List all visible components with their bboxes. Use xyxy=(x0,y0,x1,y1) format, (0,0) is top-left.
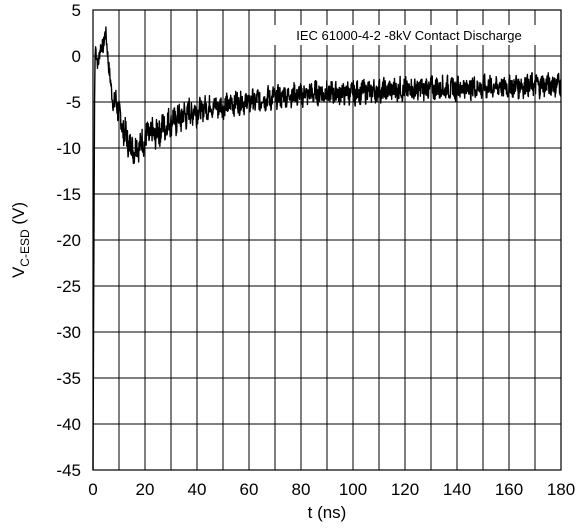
y-tick-label: 5 xyxy=(72,1,81,20)
y-axis-label-unit: (V) xyxy=(9,202,28,229)
x-axis-label: t (ns) xyxy=(308,503,347,522)
x-tick-label: 60 xyxy=(240,480,259,499)
y-tick-label: -5 xyxy=(66,93,81,112)
y-tick-label: -25 xyxy=(56,277,81,296)
x-tick-label: 40 xyxy=(188,480,207,499)
y-axis-label-subscript: C-ESD xyxy=(18,229,32,267)
y-axis-label: VC-ESD (V) xyxy=(9,202,32,278)
x-tick-label: 100 xyxy=(339,480,367,499)
y-tick-label: -45 xyxy=(56,461,81,480)
y-tick-label: 0 xyxy=(72,47,81,66)
y-tick-label: -35 xyxy=(56,369,81,388)
x-tick-label: 20 xyxy=(136,480,155,499)
y-tick-label: -30 xyxy=(56,323,81,342)
series-line xyxy=(92,26,562,471)
x-tick-label: 0 xyxy=(88,480,97,499)
y-tick-label: -10 xyxy=(56,139,81,158)
annotation-text: IEC 61000-4-2 -8kV Contact Discharge xyxy=(296,28,521,43)
x-tick-label: 120 xyxy=(391,480,419,499)
grid-layer xyxy=(93,10,561,470)
x-tick-label: 160 xyxy=(495,480,523,499)
y-tick-label: -15 xyxy=(56,185,81,204)
x-tick-label: 80 xyxy=(292,480,311,499)
y-tick-label: -40 xyxy=(56,415,81,434)
y-tick-label: -20 xyxy=(56,231,81,250)
y-axis-label-main: V xyxy=(9,266,28,278)
annotation-background xyxy=(259,25,559,45)
x-tick-label: 180 xyxy=(547,480,575,499)
plot-frame xyxy=(92,9,562,471)
x-tick-label: 140 xyxy=(443,480,471,499)
line-layer xyxy=(92,26,562,471)
annotation-box: IEC 61000-4-2 -8kV Contact Discharge xyxy=(259,25,559,45)
tick-layer: 0 20 40 60 80 100 120 140 160 180 5 0 -5 -10 -15 -20 -25… xyxy=(56,1,575,499)
